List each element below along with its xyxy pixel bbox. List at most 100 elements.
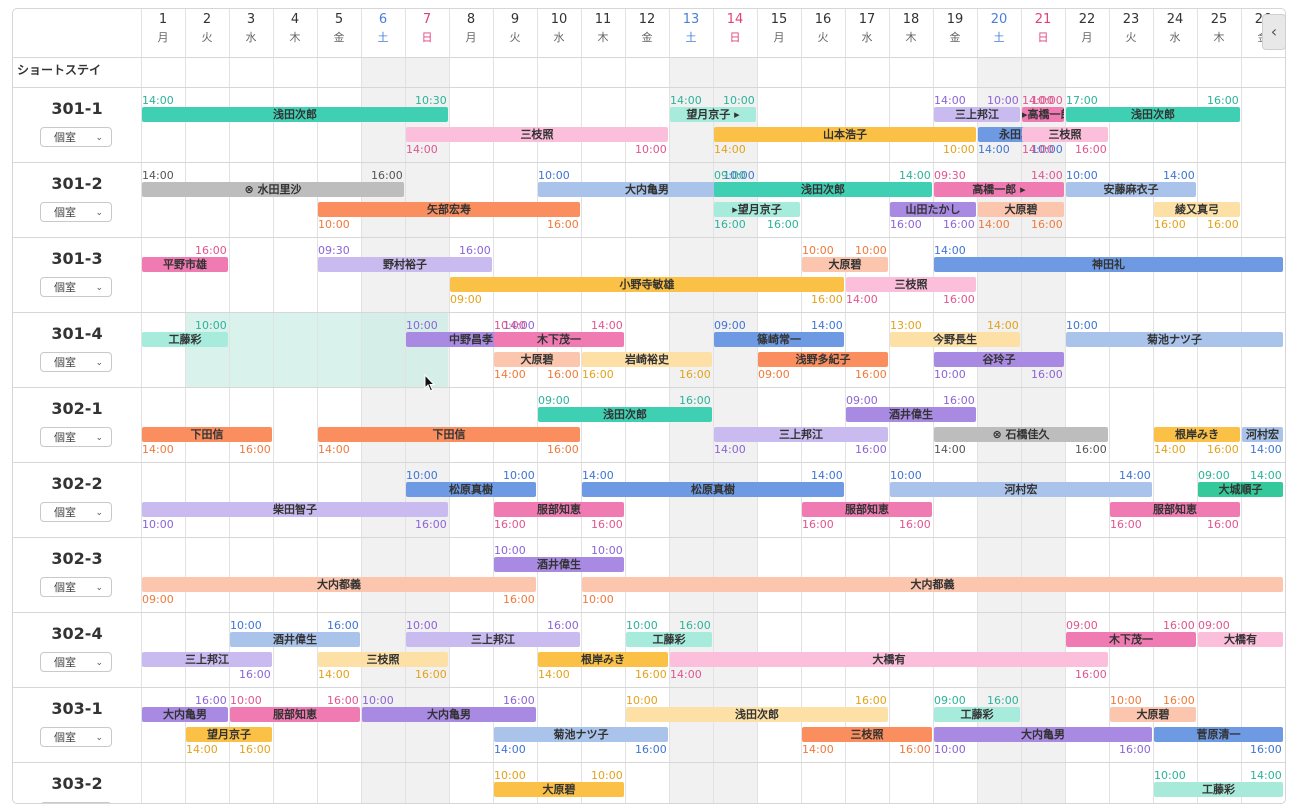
date-header-cell: 19 金 <box>933 11 977 47</box>
booking-bar[interactable]: ▸高橋一郎 <box>1022 107 1064 122</box>
booking-bar[interactable]: 山本浩子 <box>714 127 976 142</box>
booking-bar[interactable]: 大橋有 <box>670 652 1108 667</box>
booking-bar[interactable]: 野村裕子 <box>318 257 492 272</box>
booking-bar[interactable]: 服部知恵 <box>1110 502 1240 517</box>
booking-bar[interactable]: 河村宏 <box>890 482 1152 497</box>
booking-bar[interactable]: 山田たかし <box>890 202 976 217</box>
booking-bar[interactable]: 神田礼 <box>934 257 1283 272</box>
booking-bar[interactable]: 浅田次郎 <box>142 107 448 122</box>
booking-bar[interactable]: 服部知恵 <box>494 502 624 517</box>
booking-bar[interactable]: 篠崎常一 <box>714 332 844 347</box>
booking-bar[interactable]: 大原碧 <box>802 257 888 272</box>
checkin-time: 09:00 <box>714 319 746 332</box>
room-type-select[interactable]: 個室⌄ <box>40 727 112 747</box>
booking-bar[interactable]: 浅田次郎 <box>1066 107 1240 122</box>
booking-bar[interactable]: 浅田次郎 <box>626 707 888 722</box>
booking-bar[interactable]: 大内亀男 <box>934 727 1152 742</box>
booking-bar[interactable]: 三枝照 <box>318 652 448 667</box>
booking-bar[interactable]: 大橋有 <box>1198 632 1283 647</box>
selected-range[interactable] <box>185 313 448 387</box>
booking-bar[interactable]: 三枝照 <box>846 277 976 292</box>
booking-bar[interactable]: 服部知恵 <box>802 502 932 517</box>
booking-bar[interactable]: 工藤彩 <box>142 332 228 347</box>
room-type-select[interactable]: 個室⌄ <box>40 202 112 222</box>
booking-bar[interactable]: 菊池ナツ子 <box>494 727 668 742</box>
booking-bar[interactable]: ⊗ 水田里沙 <box>142 182 404 197</box>
booking-bar[interactable]: 柴田智子 <box>142 502 448 517</box>
booking-bar[interactable]: 酒井偉生 <box>230 632 360 647</box>
booking-bar[interactable]: 工藤彩 <box>626 632 712 647</box>
booking-bar[interactable]: 三枝照 <box>406 127 668 142</box>
booking-bar[interactable]: 平野市雄 <box>142 257 228 272</box>
booking-bar[interactable]: 谷玲子 <box>934 352 1064 367</box>
booking-bar[interactable]: 松原真樹 <box>582 482 844 497</box>
booking-bar[interactable]: 今野長生 <box>890 332 1020 347</box>
booking-bar[interactable]: 下田信 <box>142 427 272 442</box>
booking-bar[interactable]: 大内亀男 <box>142 707 228 722</box>
booking-bar[interactable]: 大内亀男 <box>362 707 536 722</box>
booking-bar[interactable]: 工藤彩 <box>1154 782 1283 797</box>
booking-bar[interactable]: 小野寺敏雄 <box>450 277 844 292</box>
booking-bar[interactable]: 松原真樹 <box>406 482 536 497</box>
booking-bar[interactable]: 三上邦江 <box>406 632 580 647</box>
booking-bar[interactable]: 大原碧 <box>494 782 624 797</box>
booking-bar[interactable]: 浅田次郎 <box>714 182 932 197</box>
booking-bar[interactable]: 根岸みき <box>538 652 668 667</box>
booking-bar[interactable]: 菊池ナツ子 <box>1066 332 1283 347</box>
room-type-select[interactable]: 個室⌄ <box>40 427 112 447</box>
booking-bar[interactable]: 三枝照 <box>802 727 932 742</box>
date-header-cell: 20 土 <box>977 11 1021 47</box>
booking-bar[interactable]: 三上邦江 <box>934 107 1020 122</box>
booking-bar[interactable]: 大内都義 <box>142 577 536 592</box>
checkout-time: 16:00 <box>459 244 491 257</box>
booking-bar[interactable]: 大内都義 <box>582 577 1283 592</box>
booking-bar[interactable]: 大城順子 <box>1198 482 1283 497</box>
booking-bar[interactable]: 浅田次郎 <box>538 407 712 422</box>
booking-bar[interactable]: 菅原清一 <box>1154 727 1283 742</box>
booking-bar[interactable]: 三上邦江 <box>714 427 888 442</box>
room-type-select[interactable]: 個室⌄ <box>40 352 112 372</box>
checkin-time: 09:30 <box>934 169 966 182</box>
booking-bar[interactable]: 服部知恵 <box>230 707 360 722</box>
reservation-calendar: 1 月 2 火 3 水 4 木 5 金 6 土 7 日 8 月 9 火 10 水 11 木 12 金 13 土 14 日 15 月 16 火 1… <box>12 8 1286 804</box>
booking-bar[interactable]: 綾又真弓 <box>1154 202 1240 217</box>
weekday-label: 火 <box>1125 31 1137 44</box>
weekday-label: 金 <box>641 31 653 44</box>
booking-bar[interactable]: 岩崎裕史 <box>582 352 712 367</box>
booking-bar[interactable]: 望月京子 ▸ <box>670 107 756 122</box>
mouse-pointer-icon <box>424 374 436 392</box>
room-type-select[interactable]: 個室⌄ <box>40 502 112 522</box>
booking-bar[interactable]: 大原碧 <box>978 202 1064 217</box>
booking-bar[interactable]: 大内亀男 <box>538 182 756 197</box>
booking-bar[interactable]: ⊗ 石橋佳久 <box>934 427 1108 442</box>
checkout-time: 16:00 <box>899 518 931 531</box>
booking-bar[interactable]: 矢部宏寿 <box>318 202 580 217</box>
checkin-time: 10:00 <box>1110 694 1142 707</box>
booking-bar[interactable]: 浅野多紀子 <box>758 352 888 367</box>
row-divider <box>13 312 1285 313</box>
booking-bar[interactable]: 酒井偉生 <box>494 557 624 572</box>
room-type-select[interactable]: 個室⌄ <box>40 277 112 297</box>
booking-bar[interactable]: 望月京子 <box>186 727 272 742</box>
date-number: 1 <box>158 12 168 27</box>
room-type-select[interactable]: 個室⌄ <box>40 577 112 597</box>
booking-bar[interactable]: 高橋一郎 ▸ <box>934 182 1064 197</box>
booking-bar[interactable]: 三枝照 <box>1022 127 1108 142</box>
booking-bar[interactable]: 根岸みき <box>1154 427 1240 442</box>
room-type-select[interactable]: 個室⌄ <box>40 802 112 803</box>
booking-bar[interactable]: 大原碧 <box>1110 707 1196 722</box>
booking-bar[interactable]: 下田信 <box>318 427 580 442</box>
booking-bar[interactable]: 工藤彩 <box>934 707 1020 722</box>
booking-bar[interactable]: 三上邦江 <box>142 652 272 667</box>
checkout-time: 16:00 <box>327 619 359 632</box>
booking-bar[interactable]: 木下茂一 <box>1066 632 1196 647</box>
booking-bar[interactable]: ▸望月京子 <box>714 202 800 217</box>
booking-bar[interactable]: 酒井偉生 <box>846 407 976 422</box>
booking-bar[interactable]: 大原碧 <box>494 352 580 367</box>
booking-bar[interactable]: 安藤麻衣子 <box>1066 182 1196 197</box>
booking-bar[interactable]: 木下茂一 <box>494 332 624 347</box>
booking-bar[interactable]: 河村宏 <box>1242 427 1283 442</box>
room-type-select[interactable]: 個室⌄ <box>40 652 112 672</box>
collapse-panel-button[interactable]: ‹ <box>1262 14 1286 50</box>
room-type-select[interactable]: 個室⌄ <box>40 127 112 147</box>
